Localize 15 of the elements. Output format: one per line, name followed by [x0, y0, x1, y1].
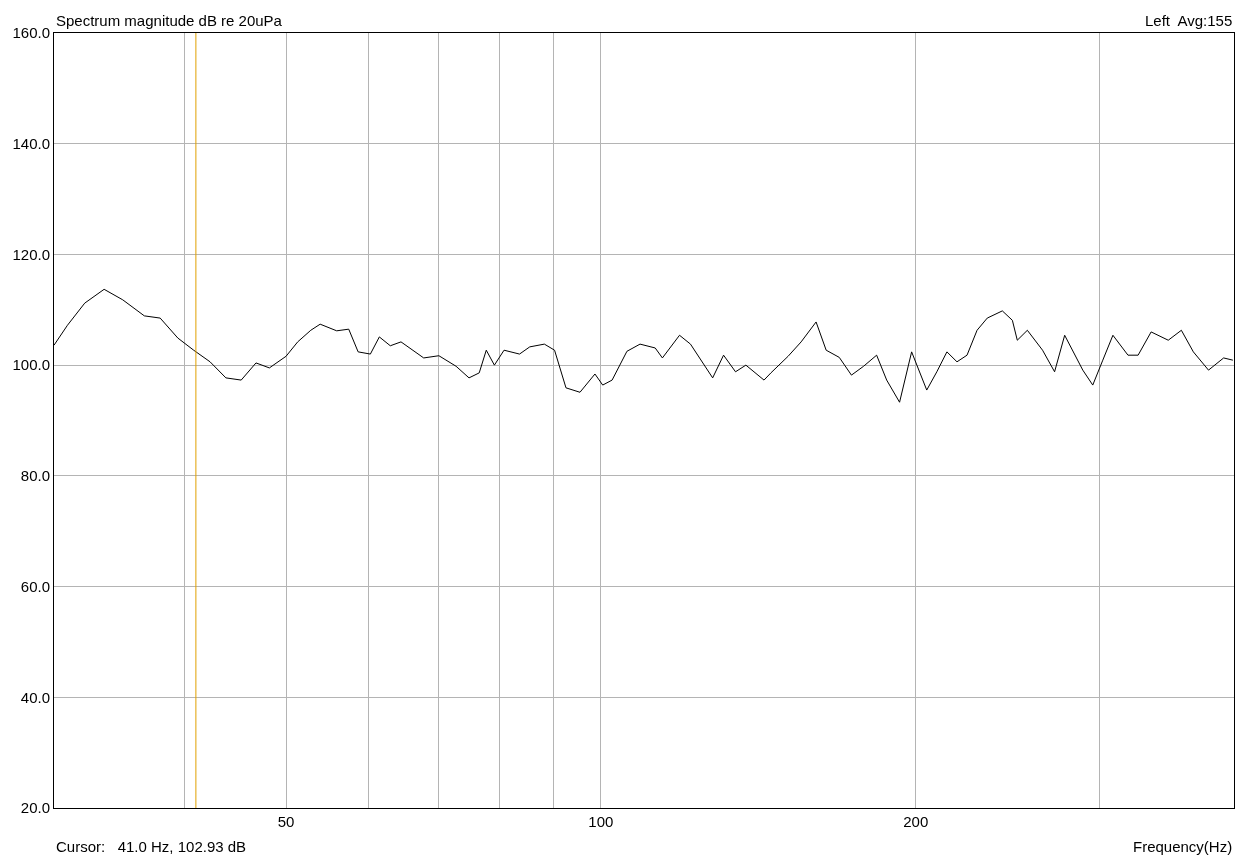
text: Cursor: 41.0 Hz, 102.93 dB — [56, 838, 247, 855]
y-tick-label: 80.0 — [20, 467, 50, 485]
y-tick-label: 60.0 — [20, 577, 50, 595]
y-tick-label: 100.0 — [12, 356, 50, 374]
y-tick-label: 20.0 — [20, 799, 50, 817]
x-tick-label: 50 — [277, 813, 295, 830]
x-tick-label: 100 — [588, 813, 614, 830]
chart-title: Spectrum magnitude dB re 20uPa — [56, 12, 283, 29]
y-tick-label: 40.0 — [20, 688, 50, 706]
x-axis-title: Frequency(Hz) — [1133, 838, 1233, 855]
y-tick-label: 160.0 — [12, 24, 50, 42]
y-tick-label: 120.0 — [12, 245, 50, 263]
text: Left Avg:155 — [1145, 12, 1233, 29]
x-tick-label: 200 — [903, 813, 929, 830]
y-tick-label: 140.0 — [12, 134, 50, 152]
